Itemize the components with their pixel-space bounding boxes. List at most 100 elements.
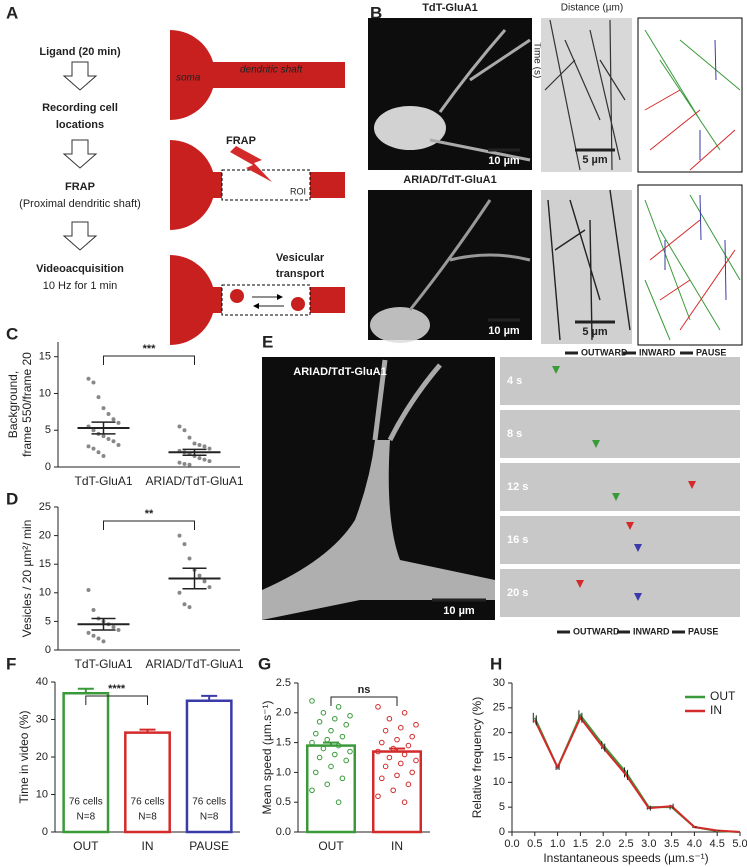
bar-text: N=8: [77, 812, 96, 823]
x-tick-label: TdT-GluA1: [74, 657, 132, 671]
data-point: [91, 446, 96, 451]
data-point: [398, 760, 404, 767]
panel-e: E ARIAD/TdT-GluA1 10 µm 4 s 8 s 12 s 16 …: [262, 332, 740, 636]
time-label: 20 s: [507, 587, 528, 599]
data-point: [207, 585, 212, 590]
micrograph: [408, 199, 531, 311]
data-point: [405, 742, 412, 749]
roi: [221, 169, 311, 201]
data-point: [111, 439, 116, 444]
marker-arrow: [592, 440, 600, 448]
x-tick-label: OUT: [318, 839, 344, 853]
significance-label: **: [145, 508, 154, 520]
label: transport: [276, 268, 325, 280]
axis-label: Distance (µm): [561, 3, 623, 14]
panel-letter: E: [262, 332, 273, 351]
scale-label: 5 µm: [582, 326, 608, 338]
vesicle: [291, 297, 305, 311]
data-point: [401, 751, 408, 758]
bar-text: N=8: [138, 812, 157, 823]
scale-label: 10 µm: [443, 605, 475, 617]
data-point: [324, 781, 331, 788]
data-point: [394, 736, 400, 743]
data-point: [182, 462, 187, 467]
y-tick-label: 20: [39, 530, 51, 542]
scale-label: 10 µm: [488, 325, 520, 337]
image-title: ARIAD/TdT-GluA1: [293, 366, 387, 378]
x-tick-label: 4.0: [687, 838, 702, 850]
x-tick-label: PAUSE: [189, 839, 229, 853]
panel-letter: G: [258, 654, 271, 673]
timelapse-strips: [500, 357, 740, 617]
x-tick-label: 0.0: [504, 838, 519, 850]
data-point: [187, 435, 192, 440]
axis-label: Time (s): [531, 42, 542, 78]
legend-label: OUTWARD: [573, 626, 620, 636]
data-point: [197, 456, 202, 461]
trace: [644, 89, 736, 171]
time-label: 12 s: [507, 481, 528, 493]
data-point: [309, 698, 315, 704]
x-tick-label: 3.0: [641, 838, 656, 850]
y-tick-label: 2.0: [276, 707, 291, 719]
label: ROI: [290, 186, 306, 196]
data-point: [332, 715, 338, 722]
y-tick-label: 5: [45, 424, 51, 436]
data-point: [328, 727, 334, 734]
scale-label: 5 µm: [582, 154, 608, 166]
y-tick-label: 15: [39, 351, 51, 363]
scale-label: 10 µm: [488, 155, 520, 167]
y-tick-label: 30: [36, 713, 48, 725]
x-tick-label: 2.5: [618, 838, 633, 850]
data-point: [320, 710, 327, 716]
step: locations: [56, 119, 104, 131]
legend-label: PAUSE: [688, 626, 718, 636]
flow-arrow: [62, 139, 98, 169]
data-point: [335, 799, 342, 806]
data-point: [379, 739, 385, 746]
panel-letter: H: [490, 654, 502, 673]
data-point: [339, 733, 346, 740]
legend-label: OUTWARD: [581, 347, 628, 357]
x-tick-label: OUT: [73, 839, 99, 853]
data-point: [202, 444, 207, 449]
y-tick-label: 1.0: [276, 766, 291, 778]
data-point: [379, 775, 385, 782]
data-point: [101, 434, 106, 439]
x-tick-label: 2.0: [596, 838, 611, 850]
flow-arrow: [62, 61, 98, 91]
x-tick-label: IN: [142, 839, 154, 853]
data-point: [187, 462, 192, 467]
y-tick-label: 5: [499, 801, 505, 813]
y-axis-label: Time in video (%): [17, 711, 31, 804]
x-tick-label: 1.5: [573, 838, 588, 850]
data-point: [382, 727, 389, 734]
y-tick-label: 30: [493, 677, 505, 689]
data-point: [192, 441, 197, 446]
data-point: [86, 376, 91, 381]
time-label: 16 s: [507, 534, 528, 546]
marker-arrow: [552, 366, 560, 374]
data-point: [177, 460, 182, 465]
y-axis-label: Relative frequency (%): [470, 697, 484, 818]
time-label: 8 s: [507, 428, 522, 440]
y-tick-label: 15: [493, 751, 505, 763]
data-point: [116, 442, 121, 447]
data-point: [347, 712, 353, 719]
y-tick-label: 0: [45, 644, 51, 656]
significance-label: ns: [358, 684, 371, 696]
kymograph: [544, 19, 626, 171]
data-point: [91, 428, 96, 433]
trace-box: [637, 184, 743, 346]
data-point: [116, 627, 121, 632]
data-point: [202, 579, 207, 584]
y-tick-label: 5: [45, 615, 51, 627]
x-axis-label: Instantaneous speeds (µm.s⁻¹): [543, 851, 708, 865]
legend-label: PAUSE: [696, 347, 726, 357]
data-point: [101, 406, 106, 411]
data-point: [177, 533, 182, 538]
data-point: [182, 428, 187, 433]
data-point: [316, 754, 323, 761]
y-axis-label: Vesicles / 20 µm²/ min: [20, 520, 34, 638]
data-point: [309, 739, 315, 746]
